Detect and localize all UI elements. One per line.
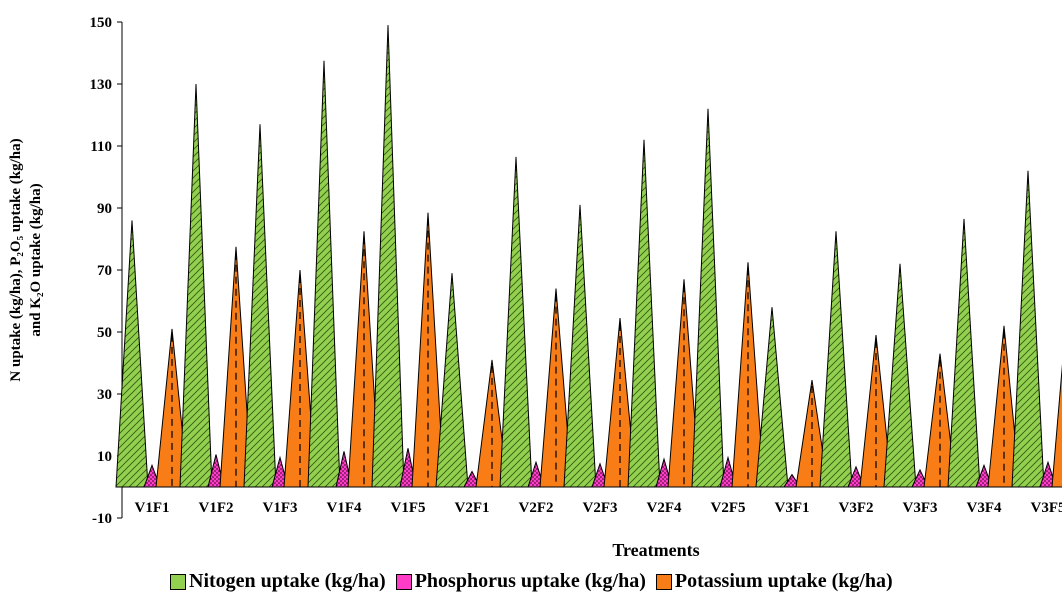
bar-nitogen-v3f5: [1011, 170, 1045, 488]
bar-nitogen-v3f4: [947, 218, 981, 488]
x-tick-label: V1F5: [391, 500, 426, 516]
bar-nitogen-v3f2: [819, 231, 853, 488]
bar-nitogen-v2f1: [435, 273, 469, 488]
y-axis-title-line: N uptake (kg/ha), P₂O₅ uptake (kg/ha): [8, 138, 24, 381]
x-tick-label: V3F3: [903, 500, 938, 516]
legend-swatch: [655, 573, 672, 590]
bar-phosphorus-v3f5: [1039, 460, 1057, 488]
y-tick-label: 30: [97, 387, 112, 403]
y-tick-label: 50: [97, 325, 112, 341]
y-axis-title-line: and K₂O uptake (kg/ha): [28, 183, 44, 336]
bar-nitogen-v1f5: [371, 25, 405, 488]
bar-nitogen-v1f3: [243, 124, 277, 488]
x-tick-label: V1F3: [263, 500, 298, 516]
y-tick-label: 130: [90, 77, 113, 93]
legend-swatch: [170, 573, 186, 590]
legend-row: Nitogen uptake (kg/ha) Phosphorus uptake …: [170, 570, 903, 596]
bar-phosphorus-v1f2: [207, 454, 225, 488]
bar-nitogen-v2f3: [563, 204, 597, 488]
legend-label: Nitogen uptake (kg/ha): [189, 570, 386, 592]
x-tick-label: V1F2: [199, 500, 234, 516]
bar-nitogen-v2f5: [691, 108, 725, 488]
legend-label: Phosphorus uptake (kg/ha): [414, 570, 646, 592]
x-tick-label: V2F2: [519, 500, 554, 516]
y-tick-label: -10: [92, 511, 112, 527]
bar-phosphorus-v1f3: [271, 455, 289, 488]
bar-phosphorus-v1f4: [335, 451, 353, 488]
bar-potassium-v3f5: [1051, 363, 1062, 488]
y-tick-label: 90: [97, 201, 112, 217]
y-tick-label: 150: [90, 15, 113, 31]
bar-phosphorus-v3f3: [911, 468, 929, 488]
x-tick-label: V2F4: [647, 500, 682, 516]
bar-phosphorus-v1f1: [143, 463, 161, 488]
bar-phosphorus-v2f5: [719, 455, 737, 488]
x-tick-label: V1F1: [135, 500, 170, 516]
bar-nitogen-v3f1: [755, 307, 789, 488]
x-tick-label: V2F1: [455, 500, 490, 516]
x-tick-label: V3F4: [967, 500, 1002, 516]
bar-phosphorus-v3f2: [847, 465, 865, 488]
bar-nitogen-v1f4: [307, 60, 341, 488]
chart-svg: -10 10 30 50 70 90 110 130 150 N uptake (kg/ha), …: [8, 15, 1062, 560]
y-tick-label: 110: [90, 139, 112, 155]
x-tick-label: V1F4: [327, 500, 362, 516]
legend-item: Phosphorus uptake (kg/ha): [395, 570, 646, 593]
x-tick-label: V3F2: [839, 500, 874, 516]
bar-phosphorus-v3f4: [975, 463, 993, 488]
y-tick-label: 10: [97, 449, 112, 465]
legend: Nitogen uptake (kg/ha) Phosphorus uptake …: [0, 570, 1062, 600]
bar-phosphorus-v2f4: [655, 457, 673, 488]
bar-nitogen-v1f1: [115, 220, 149, 488]
legend-label: Potassium uptake (kg/ha): [674, 570, 893, 592]
legend-swatch: [395, 573, 412, 590]
bar-nitogen-v2f2: [499, 156, 533, 488]
x-tick-label: V3F5: [1031, 500, 1062, 516]
legend-item: Nitogen uptake (kg/ha): [170, 570, 386, 593]
y-tick-label: 70: [97, 263, 112, 279]
bar-phosphorus-v2f3: [591, 462, 609, 488]
legend-item: Potassium uptake (kg/ha): [655, 570, 893, 593]
bar-nitogen-v2f4: [627, 139, 661, 488]
x-tick-label: V3F1: [775, 500, 810, 516]
x-tick-label: V2F5: [711, 500, 746, 516]
bar-nitogen-v3f3: [883, 263, 917, 488]
bar-nitogen-v1f2: [179, 83, 213, 488]
bar-phosphorus-v1f5: [399, 448, 417, 488]
x-tick-label: V2F3: [583, 500, 618, 516]
x-axis-title: Treatments: [612, 540, 699, 560]
